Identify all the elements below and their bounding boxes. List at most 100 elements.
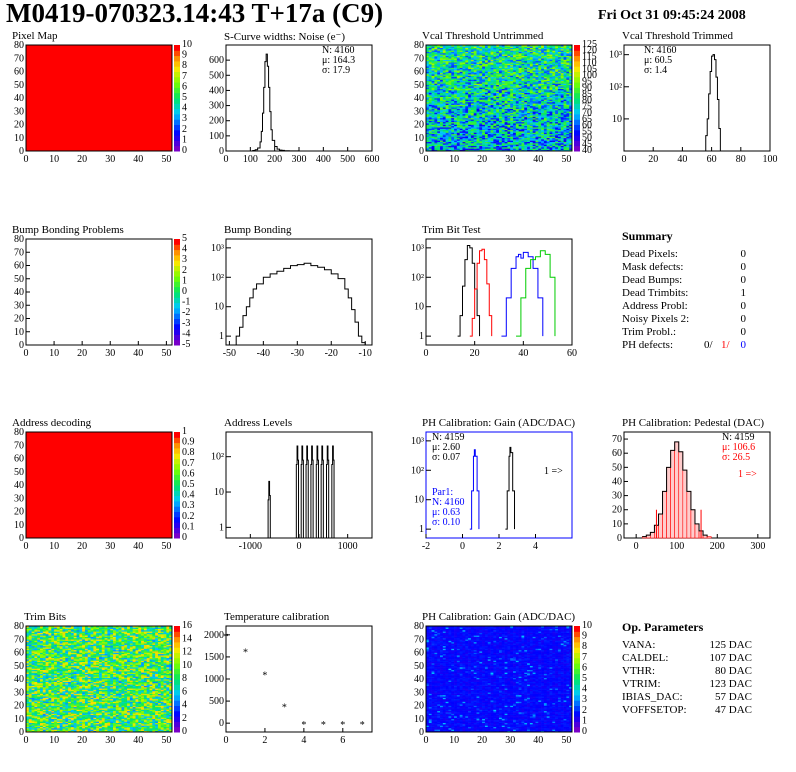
heatmap-cell — [527, 143, 531, 145]
heatmap-cell — [496, 83, 500, 86]
heatmap-cell — [569, 56, 573, 59]
heatmap-cell — [513, 62, 517, 64]
x-tick-label: 40 — [518, 348, 528, 359]
color-bar-cell — [574, 140, 580, 147]
heatmap-cell — [552, 98, 556, 100]
heatmap-cell — [465, 117, 469, 120]
heatmap-cell — [501, 71, 505, 74]
heatmap-cell — [529, 100, 533, 103]
heatmap-cell — [426, 129, 430, 132]
heatmap-cell — [473, 50, 477, 52]
heatmap-cell — [499, 47, 503, 50]
heatmap-cell — [487, 56, 491, 59]
heatmap-cell — [426, 52, 430, 55]
heatmap-cell — [451, 107, 455, 109]
heatmap-cell — [566, 95, 570, 97]
heatmap-cell — [518, 147, 522, 149]
heatmap-cell — [462, 66, 466, 68]
heatmap-cell — [448, 46, 452, 48]
heatmap-cell — [434, 51, 438, 54]
heatmap-cell — [560, 55, 564, 58]
heatmap-cell — [515, 107, 519, 109]
heatmap-cell — [527, 109, 531, 112]
heatmap-cell — [28, 712, 32, 714]
heatmap-cell — [473, 82, 477, 84]
heatmap-cell — [26, 679, 30, 681]
heatmap-cell — [465, 144, 469, 147]
heatmap-cell — [26, 708, 30, 710]
color-bar-cell — [574, 76, 580, 83]
heatmap-cell — [557, 71, 562, 74]
heatmap-cell — [521, 95, 525, 97]
heatmap-cell — [515, 87, 519, 90]
heatmap-cell — [507, 59, 511, 62]
heatmap-cell — [479, 139, 483, 141]
heatmap-cell — [527, 45, 531, 47]
heatmap-cell — [538, 101, 542, 104]
heatmap-cell — [437, 101, 441, 104]
color-bar-cell — [574, 55, 580, 62]
heatmap-cell — [499, 78, 503, 80]
heatmap-cell — [557, 141, 562, 144]
heatmap-cell — [532, 141, 536, 144]
color-bar-cell — [174, 506, 180, 512]
heatmap-cell — [34, 652, 38, 655]
heatmap-cell — [535, 120, 539, 123]
heatmap-cell — [543, 123, 548, 125]
heatmap-cell — [448, 116, 452, 119]
heatmap-cell — [437, 115, 441, 117]
heatmap-cell — [560, 124, 564, 127]
heatmap-cell — [482, 128, 486, 131]
heatmap-cell — [437, 90, 441, 92]
heatmap-cell — [529, 83, 533, 86]
heatmap-cell — [479, 63, 483, 66]
heatmap-cell — [541, 112, 545, 115]
heatmap-cell — [504, 136, 508, 139]
heatmap-cell — [507, 117, 511, 120]
heatmap-cell — [31, 701, 35, 704]
heatmap-cell — [501, 87, 505, 90]
heatmap-cell — [499, 145, 503, 148]
heatmap-cell — [510, 132, 514, 135]
heatmap-cell — [527, 107, 531, 109]
color-bar-label: 3 — [182, 254, 187, 265]
heatmap-cell — [499, 45, 503, 47]
heatmap-cell — [507, 63, 511, 66]
heatmap-cell — [440, 94, 444, 96]
heatmap-cell — [445, 67, 449, 70]
heatmap-cell — [476, 101, 480, 104]
heatmap-cell — [552, 116, 556, 119]
heatmap-cell — [484, 119, 489, 121]
heatmap-cell — [487, 58, 491, 60]
heatmap-cell — [462, 88, 466, 91]
heatmap-cell — [26, 641, 30, 644]
heatmap-cell — [521, 105, 525, 108]
heatmap-cell — [541, 88, 545, 91]
heatmap-cell — [470, 55, 475, 58]
color-bar-label: 75 — [582, 101, 592, 112]
heatmap-cell — [445, 131, 449, 133]
heatmap-cell — [524, 104, 528, 107]
heatmap-cell — [28, 668, 32, 671]
heatmap-cell — [490, 68, 494, 71]
heatmap-cell — [440, 50, 444, 52]
heatmap-cell — [482, 63, 486, 66]
heatmap-cell — [462, 105, 466, 108]
heatmap-cell — [507, 83, 511, 86]
heatmap-cell — [454, 116, 458, 119]
heatmap-cell — [543, 91, 548, 94]
heatmap-cell — [493, 91, 497, 94]
heatmap-cell — [34, 660, 38, 663]
heatmap-cell — [31, 653, 35, 656]
heatmap-cell — [529, 75, 533, 78]
color-bar-cell — [174, 281, 180, 288]
heatmap-cell — [557, 145, 562, 148]
heatmap-cell — [541, 76, 545, 79]
heatmap-cell — [518, 79, 522, 82]
heatmap-cell — [462, 51, 466, 54]
heatmap-cell — [504, 95, 508, 97]
summary-row-value: 0 — [740, 248, 747, 260]
heatmap-cell — [532, 51, 536, 54]
x-tick-label: 20 — [77, 348, 87, 359]
heatmap-cell — [496, 66, 500, 68]
